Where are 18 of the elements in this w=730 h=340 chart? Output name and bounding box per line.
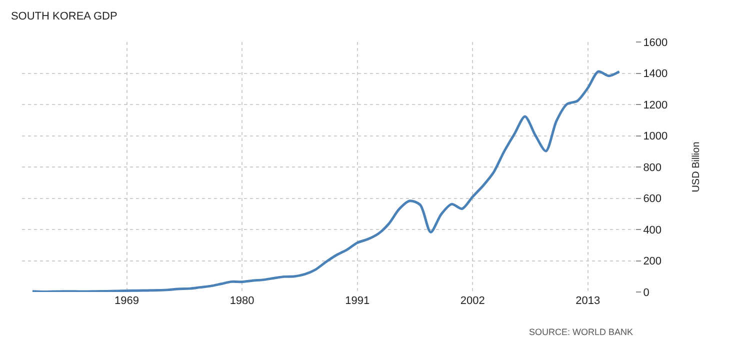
x-tick-label: 2002 <box>460 295 485 307</box>
y-tick-label: 1400 <box>643 68 668 80</box>
x-tick-label: 2013 <box>576 295 600 307</box>
y-tick-label: 1600 <box>643 36 668 49</box>
y-axis-title: USD Billion <box>691 142 702 192</box>
y-tick-label: 400 <box>643 224 662 236</box>
source-note: SOURCE: WORLD BANK <box>529 327 634 337</box>
y-tick-label: 1000 <box>643 130 668 143</box>
y-tick-label: 800 <box>643 162 662 174</box>
x-tick-label: 1980 <box>230 295 254 307</box>
line-series <box>31 70 621 292</box>
y-tick-label: 1200 <box>643 99 668 112</box>
x-tick-label: 1991 <box>345 295 370 307</box>
chart-title: SOUTH KOREA GDP <box>10 10 118 23</box>
y-tick-label: 600 <box>643 193 662 206</box>
x-tick-label: 1969 <box>114 295 140 307</box>
y-tick-label: 200 <box>643 256 662 268</box>
y-tick-label: 0 <box>643 286 650 299</box>
